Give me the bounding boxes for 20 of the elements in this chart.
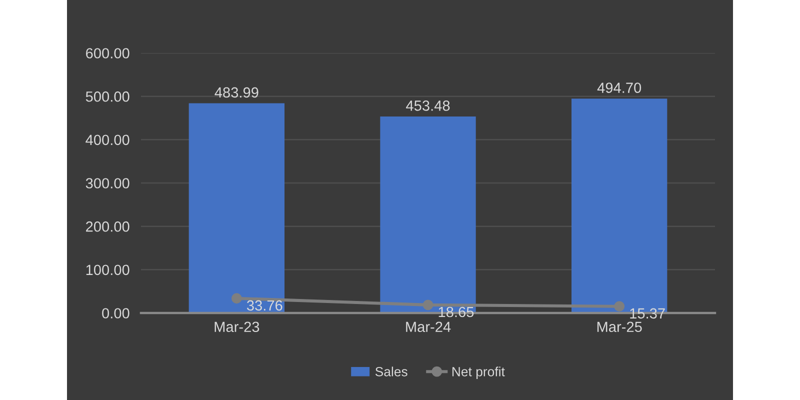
x-tick-label: Mar-24 (406, 322, 451, 332)
data-label: 33.76 (246, 300, 282, 311)
y-tick-label: 200.00 (86, 221, 130, 232)
point (231, 293, 242, 304)
bar (188, 103, 284, 313)
y-tick-label: 500.00 (86, 91, 130, 102)
y-tick-label: 300.00 (86, 178, 130, 188)
legend-label: Net profit (452, 366, 505, 379)
data-label: 453.48 (406, 100, 450, 111)
y-tick-label: 400.00 (86, 134, 130, 146)
y-tick-label: 0.00 (102, 308, 130, 318)
y-tick-label: 600.00 (86, 48, 130, 58)
x-tick-label: Mar-25 (597, 322, 642, 332)
x-tick-label: Mar-23 (214, 322, 260, 332)
point (422, 300, 434, 310)
data-label: 494.70 (597, 82, 642, 93)
data-label: 483.99 (214, 87, 258, 98)
y-tick-label: 100.00 (86, 264, 130, 276)
point (614, 301, 625, 312)
legend-label: Sales (375, 366, 408, 376)
